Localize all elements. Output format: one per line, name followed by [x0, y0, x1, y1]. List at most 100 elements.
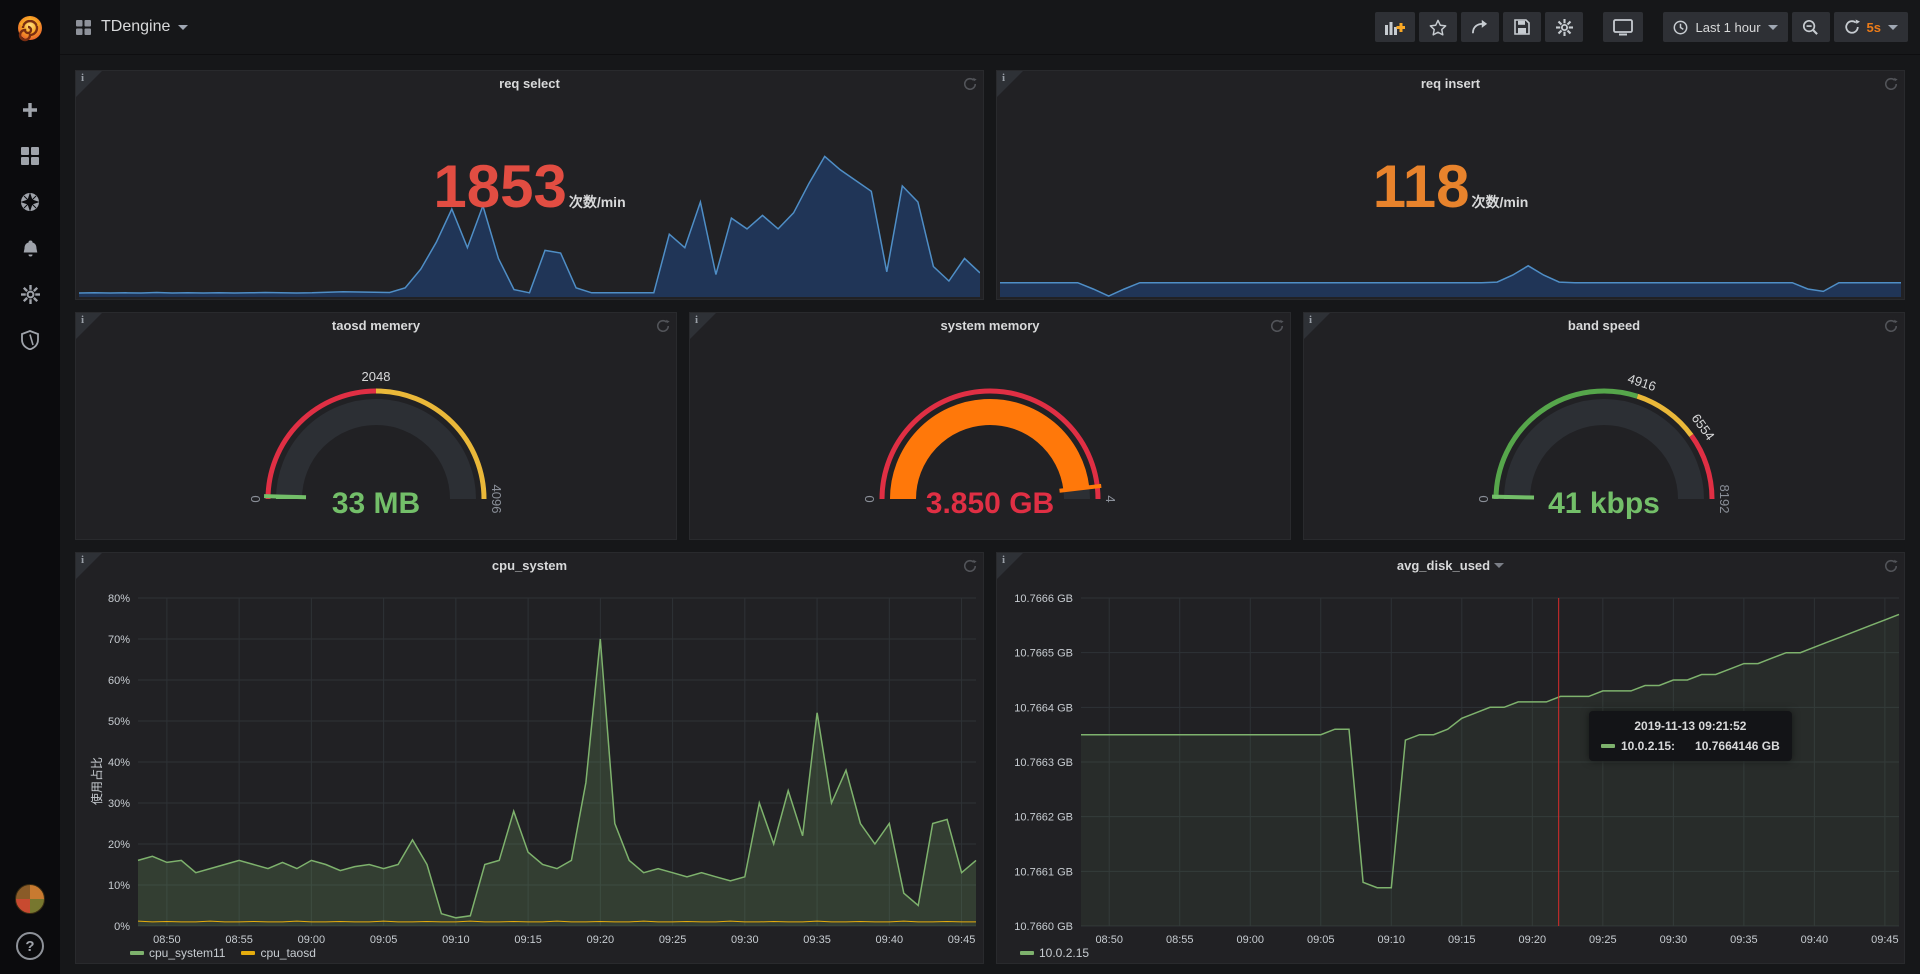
svg-text:09:10: 09:10	[1378, 934, 1406, 946]
req-select-sparkline[interactable]	[78, 149, 981, 297]
star-button[interactable]	[1419, 12, 1458, 42]
svg-text:09:25: 09:25	[659, 934, 687, 946]
legend-item-cpu-taosd[interactable]: cpu_taosd	[241, 946, 316, 960]
svg-text:4916: 4916	[1626, 371, 1658, 394]
svg-text:09:05: 09:05	[1307, 934, 1335, 946]
panel-refresh-spinner-icon	[1885, 77, 1898, 90]
create-plus-icon[interactable]	[18, 98, 42, 122]
refresh-button[interactable]: 5s	[1833, 12, 1908, 42]
req-select-unit: 次数/min	[568, 194, 626, 210]
tv-mode-button[interactable]	[1603, 12, 1644, 42]
panel-cpu-system: i cpu_system 使用占比 0% 10% 20% 30% 40% 50% 60% 70…	[75, 552, 984, 964]
caret-down-icon	[1494, 563, 1505, 568]
svg-text:10.7663 GB: 10.7663 GB	[1014, 757, 1073, 769]
panel-title[interactable]: avg_disk_used	[997, 558, 1904, 573]
panel-title[interactable]: system memory	[940, 318, 1040, 333]
share-button[interactable]	[1461, 12, 1500, 42]
panel-info-icon[interactable]: i	[997, 553, 1023, 579]
legend-label: cpu_taosd	[260, 946, 316, 960]
panel-avg-disk-used: i avg_disk_used 10.7660 GB 10.7661 GB 10.7…	[996, 552, 1905, 964]
panel-title[interactable]: req select	[499, 76, 560, 91]
svg-text:20%: 20%	[108, 839, 130, 851]
panel-req-select: i req select 1853 次数/min	[75, 70, 984, 300]
panel-info-icon[interactable]: i	[1304, 313, 1330, 339]
panel-info-icon[interactable]: i	[690, 313, 716, 339]
req-select-stat: 1853 次数/min	[76, 157, 983, 217]
panel-info-icon[interactable]: i	[76, 71, 102, 97]
panel-taosd-memery: i taosd memery 0 2048 4096 33 MB	[75, 312, 677, 540]
svg-text:09:10: 09:10	[442, 934, 470, 946]
sidebar: ?	[0, 0, 60, 974]
grafana-logo[interactable]	[0, 0, 60, 56]
tooltip-timestamp: 2019-11-13 09:21:52	[1634, 719, 1747, 733]
admin-shield-icon[interactable]	[18, 328, 42, 352]
explore-compass-icon[interactable]	[18, 190, 42, 214]
help-icon[interactable]: ?	[16, 932, 44, 960]
panel-title[interactable]: cpu_system	[491, 558, 568, 573]
svg-text:10.7660 GB: 10.7660 GB	[1014, 921, 1073, 933]
caret-down-icon	[1888, 24, 1898, 30]
req-insert-unit: 次数/min	[1471, 194, 1529, 210]
svg-text:33 MB: 33 MB	[332, 487, 420, 520]
avg-disk-used-graph[interactable]: 10.7660 GB 10.7661 GB 10.7662 GB 10.7663 GB…	[997, 553, 1904, 963]
panel-refresh-spinner-icon	[964, 559, 977, 572]
legend-dash	[130, 951, 144, 955]
time-range-label: Last 1 hour	[1695, 19, 1761, 35]
cpu-y-axis-label: 使用占比	[90, 756, 104, 805]
svg-text:4096: 4096	[489, 485, 504, 514]
panel-refresh-spinner-icon	[1885, 559, 1898, 572]
dashboard-settings-button[interactable]	[1545, 12, 1584, 42]
svg-text:0%: 0%	[114, 921, 130, 933]
svg-text:09:00: 09:00	[1236, 934, 1264, 946]
svg-text:09:00: 09:00	[298, 934, 326, 946]
alerting-bell-icon[interactable]	[18, 236, 42, 260]
svg-text:09:40: 09:40	[1801, 934, 1829, 946]
svg-text:0: 0	[862, 495, 877, 502]
svg-text:10.7664 GB: 10.7664 GB	[1014, 702, 1073, 714]
legend-item-10-0-2-15[interactable]: 10.0.2.15	[1020, 946, 1089, 960]
req-insert-sparkline[interactable]	[1000, 149, 1901, 297]
svg-text:40%: 40%	[108, 757, 130, 769]
panel-title[interactable]: band speed	[1567, 318, 1641, 333]
time-range-picker[interactable]: Last 1 hour	[1663, 12, 1788, 42]
cpu-system-graph[interactable]: 0% 10% 20% 30% 40% 50% 60% 70% 80% 08:50 08:55 09:0…	[76, 553, 983, 963]
svg-text:09:25: 09:25	[1589, 934, 1617, 946]
svg-text:09:20: 09:20	[587, 934, 615, 946]
panel-title[interactable]: req insert	[1420, 76, 1481, 91]
refresh-icon	[1844, 19, 1860, 34]
panel-info-icon[interactable]: i	[76, 313, 102, 339]
panel-info-icon[interactable]: i	[76, 553, 102, 579]
user-avatar[interactable]	[15, 884, 45, 914]
legend-item-cpu-system11[interactable]: cpu_system11	[130, 946, 225, 960]
svg-text:09:35: 09:35	[803, 934, 831, 946]
svg-text:09:20: 09:20	[1519, 934, 1547, 946]
save-button[interactable]	[1503, 12, 1542, 42]
panel-title[interactable]: taosd memery	[331, 318, 421, 333]
svg-text:09:15: 09:15	[1448, 934, 1476, 946]
svg-text:50%: 50%	[108, 716, 130, 728]
system-memory-gauge: 0 4 3.850 GB	[690, 339, 1290, 539]
dashboard-title-dropdown[interactable]: TDengine	[101, 18, 189, 36]
add-panel-button[interactable]	[1375, 12, 1416, 42]
configuration-gear-icon[interactable]	[18, 282, 42, 306]
svg-text:10.7661 GB: 10.7661 GB	[1014, 866, 1073, 878]
tooltip-series-dash	[1601, 744, 1615, 748]
dashboard-title: TDengine	[101, 18, 171, 35]
svg-text:30%: 30%	[108, 798, 130, 810]
clock-icon	[1674, 20, 1688, 34]
svg-text:09:45: 09:45	[948, 934, 976, 946]
legend-dash	[1020, 951, 1034, 955]
tooltip-series-name: 10.0.2.15:	[1621, 739, 1676, 753]
topbar: TDengine	[60, 0, 1920, 55]
svg-text:10%: 10%	[108, 880, 130, 892]
panel-system-memory: i system memory 0 4 3.850 GB	[689, 312, 1291, 540]
cpu-legend: cpu_system11 cpu_taosd	[130, 946, 316, 960]
svg-text:09:15: 09:15	[514, 934, 542, 946]
zoom-out-button[interactable]	[1791, 12, 1830, 42]
panel-info-icon[interactable]: i	[997, 71, 1023, 97]
svg-text:3.850 GB: 3.850 GB	[926, 487, 1054, 520]
legend-label: cpu_system11	[149, 946, 226, 960]
dashboards-grid-icon[interactable]	[18, 144, 42, 168]
band-speed-gauge: 0 4916 6554 8192 41 kbps	[1304, 339, 1904, 539]
svg-text:09:40: 09:40	[876, 934, 904, 946]
